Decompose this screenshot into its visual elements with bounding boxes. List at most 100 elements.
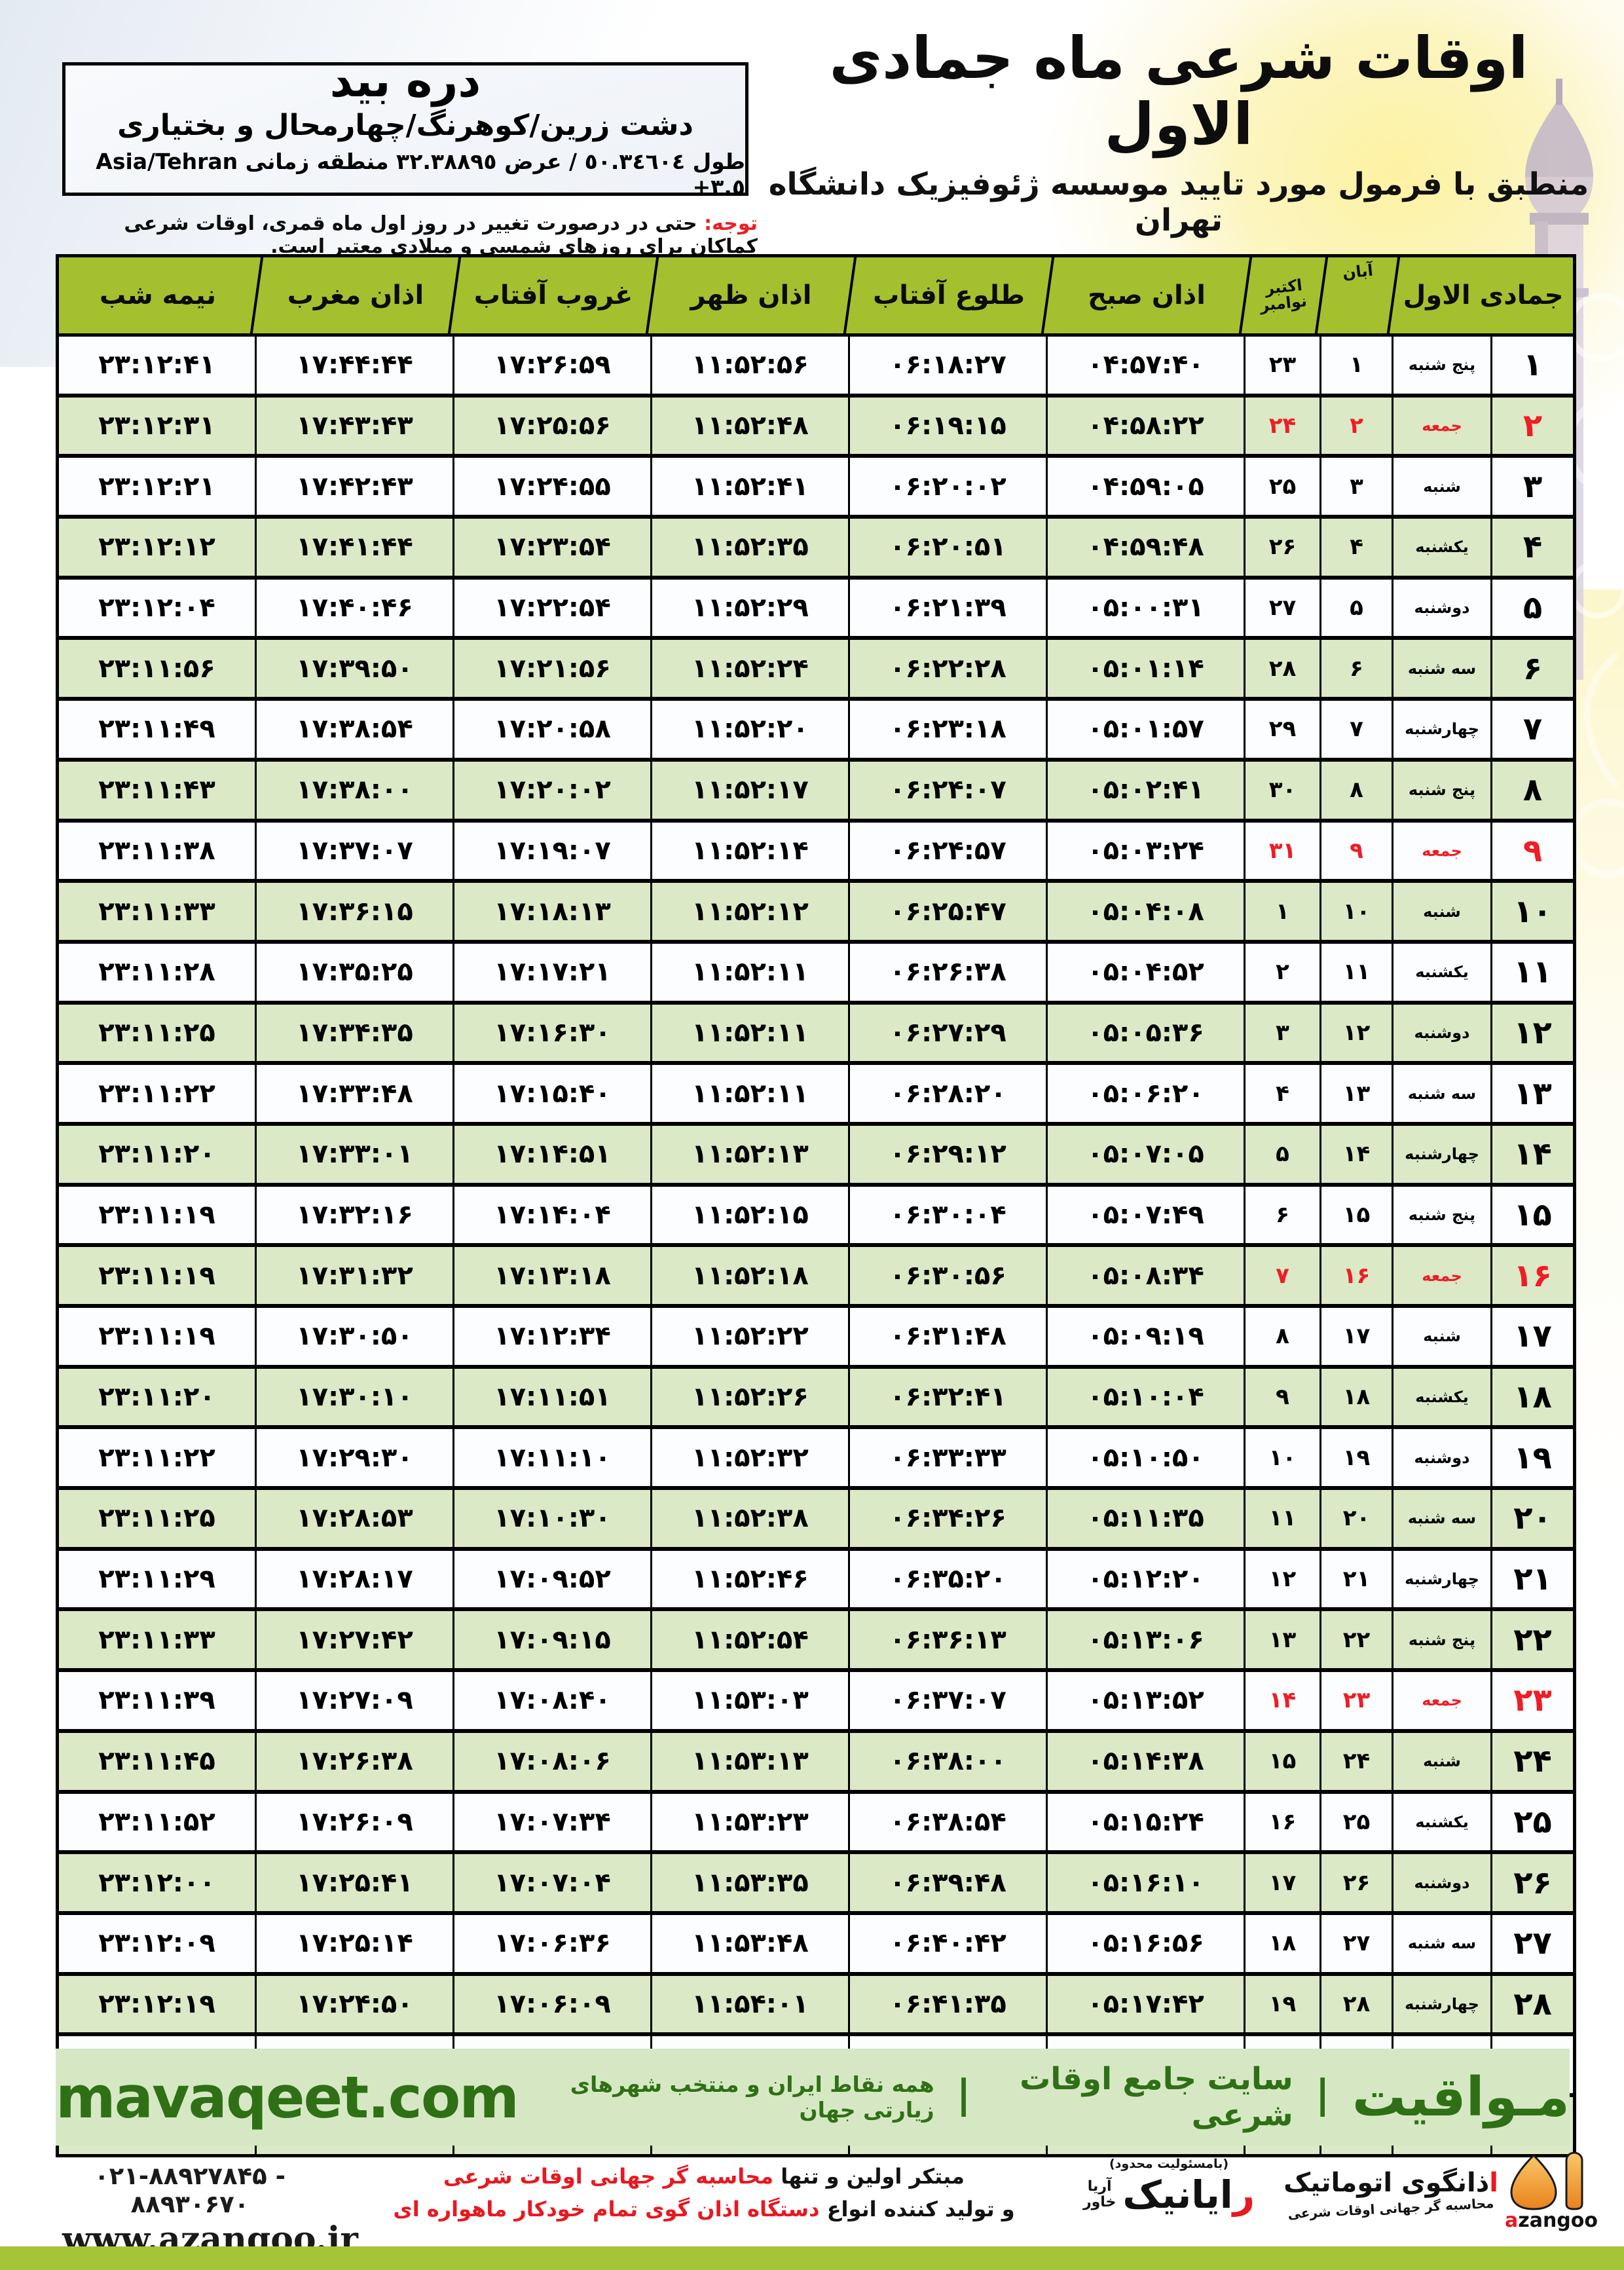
cell-midnight-time: ۲۳:۱۱:۱۹ — [59, 1247, 257, 1304]
cell-aban-day: ۲۳ — [1321, 1672, 1393, 1729]
cell-day-number: ۴ — [1522, 529, 1543, 566]
table-row: ۱۷ شنبه ۱۷ ۸ ۰۵:۰۹:۱۹ ۰۶:۳۱:۴۸ ۱۱:۵۲:۲۲ … — [59, 1304, 1573, 1365]
cell-fajr-time: ۰۵:۰۴:۵۲ — [1048, 943, 1246, 1001]
cell-maghrib-time: ۱۷:۳۹:۵۰ — [257, 640, 454, 698]
cell-maghrib-time: ۱۷:۲۶:۰۹ — [257, 1793, 454, 1851]
cell-midnight-time: ۲۳:۱۱:۳۳ — [59, 883, 257, 940]
cell-sunrise-time: ۰۶:۳۸:۵۴ — [850, 1793, 1048, 1851]
table-row: ۶ سه شنبه ۶ ۲۸ ۰۵:۰۱:۱۴ ۰۶:۲۲:۲۸ ۱۱:۵۲:۲… — [59, 636, 1573, 698]
cell-sunrise-time: ۰۶:۳۱:۴۸ — [850, 1308, 1048, 1365]
cell-weekday: شنبه — [1393, 1308, 1492, 1365]
cell-gregorian-day: ۱۰ — [1246, 1429, 1321, 1487]
cell-sunset-time: ۱۷:۰۹:۱۵ — [454, 1611, 652, 1669]
cell-midnight-time: ۲۳:۱۱:۱۹ — [59, 1186, 257, 1244]
table-row: ۱۸ یکشنبه ۱۸ ۹ ۰۵:۱۰:۰۴ ۰۶:۳۲:۴۱ ۱۱:۵۲:۲… — [59, 1364, 1573, 1426]
cell-midnight-time: ۲۳:۱۱:۲۲ — [59, 1065, 257, 1122]
cell-fajr-time: ۰۵:۱۱:۳۵ — [1048, 1490, 1246, 1547]
cell-sunset-time: ۱۷:۱۷:۲۱ — [454, 943, 652, 1001]
page-subtitle: منطبق با فرمول مورد تایید موسسه ژئوفیزیک… — [768, 166, 1589, 239]
cell-sunset-time: ۱۷:۱۴:۰۴ — [454, 1186, 652, 1244]
cell-midnight-time: ۲۳:۱۱:۳۳ — [59, 1611, 257, 1669]
cell-fajr-time: ۰۵:۰۱:۱۴ — [1048, 640, 1246, 698]
cell-midnight-time: ۲۳:۱۲:۱۲ — [59, 519, 257, 576]
header-midnight: نیمه شب — [59, 257, 257, 333]
cell-maghrib-time: ۱۷:۲۶:۳۸ — [257, 1732, 454, 1790]
table-row: ۱۲ دوشنبه ۱۲ ۳ ۰۵:۰۵:۳۶ ۰۶:۲۷:۲۹ ۱۱:۵۲:۱… — [59, 1000, 1573, 1062]
cell-weekday: چهارشنبه — [1393, 701, 1492, 758]
cell-sunrise-time: ۰۶:۳۴:۲۶ — [850, 1490, 1048, 1547]
cell-fajr-time: ۰۵:۱۶:۵۶ — [1048, 1914, 1246, 1972]
cell-midnight-time: ۲۳:۱۱:۵۲ — [59, 1793, 257, 1851]
cell-aban-day: ۲۷ — [1321, 1914, 1393, 1972]
cell-sunset-time: ۱۷:۲۵:۵۶ — [454, 397, 652, 455]
cell-weekday: پنج شنبه — [1393, 337, 1492, 394]
cell-aban-day: ۲۱ — [1321, 1550, 1393, 1608]
cell-gregorian-day: ۵ — [1246, 1125, 1321, 1183]
notice-text: حتی در درصورت تغییر در روز اول ماه قمری،… — [124, 212, 758, 258]
cell-midnight-time: ۲۳:۱۲:۰۴ — [59, 579, 257, 637]
cell-aban-day: ۲۸ — [1321, 1975, 1393, 2033]
cell-midnight-time: ۲۳:۱۱:۲۹ — [59, 1550, 257, 1608]
cell-day-number: ۷ — [1522, 711, 1543, 748]
cell-dhuhr-time: ۱۱:۵۲:۱۸ — [652, 1247, 850, 1304]
table-row: ۲۳ جمعه ۲۳ ۱۴ ۰۵:۱۳:۵۲ ۰۶:۳۷:۰۷ ۱۱:۵۳:۰۳… — [59, 1668, 1573, 1729]
notice-line: توجه: حتی در درصورت تغییر در روز اول ماه… — [62, 212, 758, 258]
rayanik-name: رایانیک — [1122, 2172, 1255, 2217]
cell-maghrib-time: ۱۷:۲۸:۵۳ — [257, 1490, 454, 1547]
cell-aban-day: ۱۱ — [1321, 943, 1393, 1001]
cell-maghrib-time: ۱۷:۲۸:۱۷ — [257, 1550, 454, 1608]
cell-gregorian-day: ۱۷ — [1246, 1854, 1321, 1911]
cell-weekday: پنج شنبه — [1393, 761, 1492, 819]
rayanik-subtitle: آریا خاور — [1082, 2178, 1116, 2210]
header-aban: آبان — [1321, 257, 1393, 333]
cell-day-number: ۱ — [1522, 346, 1543, 384]
cell-weekday: چهارشنبه — [1393, 1125, 1492, 1183]
cell-dhuhr-time: ۱۱:۵۲:۱۲ — [652, 883, 850, 940]
cell-aban-day: ۱۰ — [1321, 883, 1393, 940]
cell-midnight-time: ۲۳:۱۱:۵۶ — [59, 640, 257, 698]
cell-sunrise-time: ۰۶:۴۱:۳۵ — [850, 1975, 1048, 2033]
cell-sunset-time: ۱۷:۲۶:۵۹ — [454, 337, 652, 394]
cell-gregorian-day: ۱۵ — [1246, 1732, 1321, 1790]
cell-sunset-time: ۱۷:۰۸:۴۰ — [454, 1672, 652, 1729]
cell-aban-day: ۱ — [1321, 337, 1393, 394]
cell-aban-day: ۲ — [1321, 397, 1393, 455]
cell-sunset-time: ۱۷:۰۶:۰۹ — [454, 1975, 652, 2033]
cell-maghrib-time: ۱۷:۲۷:۰۹ — [257, 1672, 454, 1729]
cell-weekday: چهارشنبه — [1393, 1550, 1492, 1608]
cell-fajr-time: ۰۴:۵۸:۲۲ — [1048, 397, 1246, 455]
cell-dhuhr-time: ۱۱:۵۲:۲۴ — [652, 640, 850, 698]
mavaqeet-brand: مـواقیت — [1352, 2066, 1570, 2129]
cell-day-number: ۱۰ — [1513, 893, 1552, 930]
table-row: ۲۲ پنج شنبه ۲۲ ۱۳ ۰۵:۱۳:۰۶ ۰۶:۳۶:۱۳ ۱۱:۵… — [59, 1607, 1573, 1669]
cell-gregorian-day: ۱۱ — [1246, 1490, 1321, 1547]
cell-aban-day: ۶ — [1321, 640, 1393, 698]
cell-dhuhr-time: ۱۱:۵۲:۱۷ — [652, 761, 850, 819]
cell-day-number: ۳ — [1522, 468, 1543, 505]
cell-fajr-time: ۰۵:۰۷:۰۵ — [1048, 1125, 1246, 1183]
cell-day-number: ۱۷ — [1513, 1318, 1552, 1355]
cell-fajr-time: ۰۵:۰۱:۵۷ — [1048, 701, 1246, 758]
coordinates-rtl: طول ٥٠.٣٤٦٠٤ / عرض ٣٢.٣٨٨٩٥ منطقه زمانی — [245, 149, 745, 175]
cell-midnight-time: ۲۳:۱۲:۱۹ — [59, 1975, 257, 2033]
table-row: ۳ شنبه ۳ ۲۵ ۰۴:۵۹:۰۵ ۰۶:۲۰:۰۲ ۱۱:۵۲:۴۱ ۱… — [59, 454, 1573, 515]
cell-day-number: ۲۲ — [1513, 1621, 1552, 1658]
cell-sunset-time: ۱۷:۰۷:۳۴ — [454, 1793, 652, 1851]
cell-weekday: سه شنبه — [1393, 1490, 1492, 1547]
cell-midnight-time: ۲۳:۱۲:۳۱ — [59, 397, 257, 455]
cell-day-number: ۲۶ — [1513, 1864, 1552, 1901]
table-row: ۱۹ دوشنبه ۱۹ ۱۰ ۰۵:۱۰:۵۰ ۰۶:۳۳:۳۳ ۱۱:۵۲:… — [59, 1425, 1573, 1487]
cell-aban-day: ۲۴ — [1321, 1732, 1393, 1790]
mavaqeet-banner: مـواقیت | سایت جامع اوقات شرعی | همه نقا… — [56, 2049, 1570, 2146]
cell-sunset-time: ۱۷:۱۰:۳۰ — [454, 1490, 652, 1547]
cell-dhuhr-time: ۱۱:۵۲:۲۲ — [652, 1308, 850, 1365]
header-october-november: اکتبر نوامبر — [1246, 257, 1321, 333]
cell-day-number: ۱۴ — [1513, 1136, 1552, 1173]
table-row: ۱۱ یکشنبه ۱۱ ۲ ۰۵:۰۴:۵۲ ۰۶:۲۶:۳۸ ۱۱:۵۲:۱… — [59, 939, 1573, 1001]
cell-fajr-time: ۰۵:۰۷:۴۹ — [1048, 1186, 1246, 1244]
cell-fajr-time: ۰۵:۱۶:۱۰ — [1048, 1854, 1246, 1911]
cell-day-number: ۱۹ — [1513, 1439, 1552, 1476]
cell-gregorian-day: ۲ — [1246, 943, 1321, 1001]
cell-midnight-time: ۲۳:۱۲:۰۹ — [59, 1914, 257, 1972]
cell-dhuhr-time: ۱۱:۵۲:۴۱ — [652, 458, 850, 515]
